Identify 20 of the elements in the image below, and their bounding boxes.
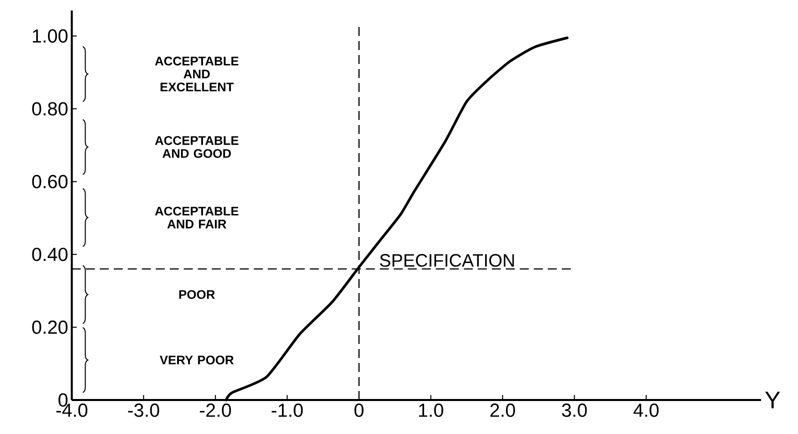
x-tick-label: -2.0 [200,404,231,417]
x-tick-label: 1.0 [419,404,444,417]
annotation: POOR [179,290,215,299]
annotation: ACCEPTABLE AND GOOD [155,136,238,158]
y-tick-label: 0.60 [32,174,68,188]
annotation: ACCEPTABLE AND EXCELLENT [155,56,238,92]
y-tick-label: 1.00 [32,29,68,43]
annotation: VERY POOR [160,356,234,364]
annotation: ACCEPTABLE AND FAIR [155,206,238,228]
y-tick-label: 0.20 [32,320,68,334]
x-tick-label: -3.0 [128,404,160,417]
x-tick-label: 2.0 [490,404,516,417]
y-tick-label: 0.80 [32,102,68,116]
x-axis-title: Y [765,392,780,408]
x-tick-label: 0 [354,404,364,417]
x-tick-label: -1.0 [272,404,303,417]
x-tick-label: 3.0 [562,404,587,417]
ref-line-label: SPECIFICATION [380,254,514,267]
y-tick-label: 0.40 [32,248,68,262]
x-tick-label: 4.0 [633,404,659,417]
